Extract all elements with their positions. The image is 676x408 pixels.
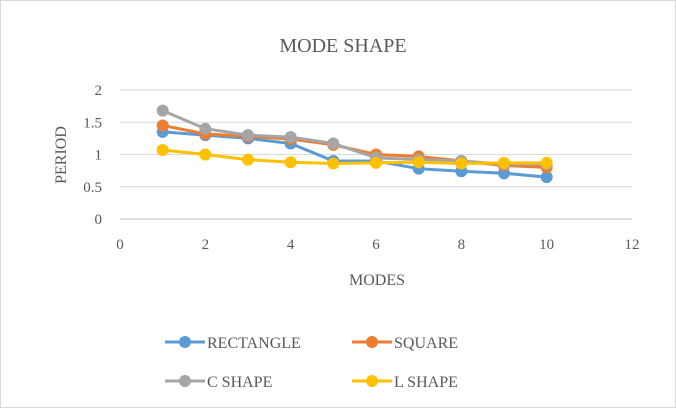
y-tick-label: 0 [95,212,103,228]
legend-label: C SHAPE [207,374,272,391]
y-axis-label: PERIOD [53,126,70,184]
y-tick-label: 1 [95,148,103,164]
legend-item-square: SQUARE [352,335,458,352]
data-point-rectangle [540,171,553,184]
x-tick-label: 10 [539,237,554,253]
data-point-c-shape [199,122,212,135]
data-point-square [156,119,169,132]
legend-swatch-marker [179,375,191,387]
chart-title: MODE SHAPE [279,35,406,57]
data-point-l-shape [156,143,169,156]
data-point-l-shape [242,153,254,166]
y-tick-label: 2 [95,83,103,99]
y-tick-labels: 0 0.5 1 1.5 2 [83,83,102,228]
x-tick-label: 2 [202,237,210,253]
data-point-l-shape [370,156,382,169]
data-point-c-shape [156,104,169,117]
data-point-c-shape [242,129,254,142]
legend-swatch-marker [366,336,378,348]
x-tick-labels: 0 2 4 6 8 10 12 [116,237,639,253]
data-point-l-shape [455,157,468,170]
legend-label: RECTANGLE [207,335,301,352]
data-point-l-shape [284,156,297,169]
data-point-l-shape [327,157,340,170]
series-square [156,119,553,174]
x-tick-label: 4 [287,237,295,253]
x-tick-label: 0 [116,237,124,253]
data-point-l-shape [540,156,553,169]
legend-label: L SHAPE [394,374,458,391]
series-group [156,104,553,184]
y-tick-label: 0.5 [83,180,102,196]
legend-item-l-shape: L SHAPE [352,374,458,391]
data-point-l-shape [498,156,510,169]
data-point-l-shape [412,156,425,169]
data-point-c-shape [327,137,340,150]
data-point-c-shape [284,131,297,144]
legend-label: SQUARE [394,335,458,352]
x-axis-label: MODES [349,272,405,289]
legend-swatch-marker [179,336,191,348]
legend-item-rectangle: RECTANGLE [165,335,301,352]
series-line-l-shape [162,148,547,166]
x-tick-label: 6 [372,237,380,253]
legend: RECTANGLE SQUARE C SHAPE L SHAPE [165,335,458,391]
y-tick-label: 1.5 [83,115,102,131]
series-l-shape [156,143,553,170]
x-tick-label: 12 [625,237,640,253]
series-line-rectangle [162,130,547,179]
legend-swatch-marker [366,375,378,387]
legend-item-c-shape: C SHAPE [165,374,272,391]
data-point-l-shape [199,148,212,161]
x-tick-label: 8 [458,237,466,253]
